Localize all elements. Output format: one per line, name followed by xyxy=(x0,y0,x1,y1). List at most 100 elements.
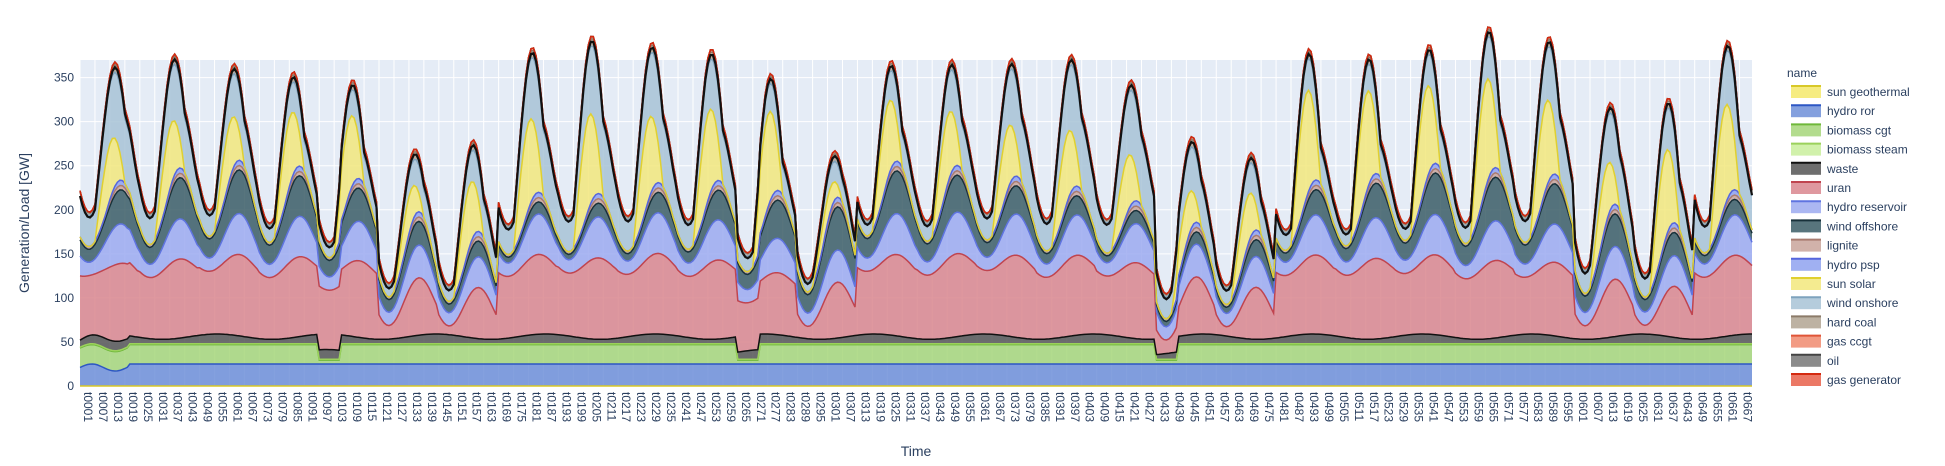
x-tick-label: t0061 xyxy=(231,392,245,422)
legend-title: name xyxy=(1787,66,1817,80)
legend-item-label[interactable]: lignite xyxy=(1827,239,1859,253)
legend-swatch xyxy=(1791,354,1821,367)
x-tick-label: t0583 xyxy=(1531,392,1545,422)
legend-item-label[interactable]: gas ccgt xyxy=(1827,335,1872,349)
y-tick-label: 250 xyxy=(54,159,74,173)
legend-swatch xyxy=(1791,374,1821,386)
legend-swatch xyxy=(1791,105,1821,118)
legend-item-label[interactable]: wind onshore xyxy=(1826,296,1899,310)
x-tick-label: t0571 xyxy=(1501,392,1515,422)
x-tick-label: t0409 xyxy=(1098,392,1112,422)
line-wind-offshore xyxy=(79,169,1753,323)
legend-swatch xyxy=(1791,239,1821,252)
x-tick-label: t0025 xyxy=(141,392,155,422)
x-tick-label: t0175 xyxy=(515,392,529,422)
x-tick-label: t0529 xyxy=(1397,392,1411,422)
y-tick-label: 350 xyxy=(54,71,74,85)
legend-swatch xyxy=(1791,335,1821,348)
legend-item-label[interactable]: sun solar xyxy=(1827,277,1876,291)
legend-swatch xyxy=(1791,316,1821,329)
x-tick-label: t0097 xyxy=(320,392,334,422)
y-tick-label: 100 xyxy=(54,291,74,305)
x-tick-label: t0019 xyxy=(126,392,140,422)
x-tick-label: t0433 xyxy=(1157,392,1171,422)
line-uran xyxy=(79,252,1753,341)
x-tick-label: t0649 xyxy=(1696,392,1710,422)
line-sun-solar xyxy=(79,77,1753,320)
legend-item-label[interactable]: hydro psp xyxy=(1827,258,1880,272)
x-tick-label: t0637 xyxy=(1666,392,1680,422)
x-tick-label: t0385 xyxy=(1038,392,1052,422)
legend-swatch xyxy=(1791,182,1821,194)
y-tick-label: 150 xyxy=(54,247,74,261)
legend: name sun geothermal hydro ror biomass cgt b… xyxy=(1787,66,1910,387)
x-tick-label: t0367 xyxy=(993,392,1007,422)
x-tick-label: t0475 xyxy=(1262,392,1276,422)
legend-item-label[interactable]: gas generator xyxy=(1827,373,1901,387)
legend-item-label[interactable]: wind offshore xyxy=(1826,219,1898,233)
x-tick-label: t0631 xyxy=(1651,392,1665,422)
x-tick-label: t0157 xyxy=(470,392,484,422)
x-tick-label: t0103 xyxy=(335,392,349,422)
legend-item-label[interactable]: waste xyxy=(1826,162,1859,176)
legend-swatch xyxy=(1791,162,1821,175)
x-tick-label: t0187 xyxy=(544,392,558,422)
x-tick-label: t0115 xyxy=(365,392,379,421)
x-tick-label: t0229 xyxy=(649,392,663,422)
x-tick-label: t0457 xyxy=(1217,392,1231,422)
legend-item-label[interactable]: hydro ror xyxy=(1827,104,1875,118)
x-tick-label: t0199 xyxy=(574,392,588,422)
x-tick-label: t0085 xyxy=(290,392,304,422)
legend-item-label[interactable]: sun geothermal xyxy=(1827,85,1910,99)
x-tick-label: t0217 xyxy=(619,392,633,422)
area-hydro-ror xyxy=(80,364,1752,386)
x-tick-label: t0481 xyxy=(1277,392,1291,422)
legend-swatch xyxy=(1791,278,1821,290)
x-tick-label: t0133 xyxy=(410,392,424,422)
x-tick-label: t0361 xyxy=(978,392,992,422)
x-tick-label: t0403 xyxy=(1083,392,1097,422)
x-tick-label: t0289 xyxy=(799,392,813,422)
x-tick-label: t0313 xyxy=(858,392,872,422)
x-tick-label: t0451 xyxy=(1202,392,1216,422)
legend-swatch xyxy=(1791,143,1821,156)
x-tick-label: t0505 xyxy=(1337,392,1351,422)
x-tick-label: t0043 xyxy=(186,392,200,422)
x-tick-label: t0001 xyxy=(81,392,95,422)
x-tick-label: t0589 xyxy=(1546,392,1560,422)
legend-item-label[interactable]: oil xyxy=(1827,354,1839,368)
area-sun-solar xyxy=(80,78,1752,319)
x-tick-label: t0247 xyxy=(694,392,708,422)
x-tick-label: t0151 xyxy=(455,392,469,422)
x-tick-label: t0271 xyxy=(754,392,768,422)
x-tick-label: t0343 xyxy=(933,392,947,422)
x-tick-label: t0493 xyxy=(1307,392,1321,422)
line-waste xyxy=(79,333,1752,356)
legend-item-label[interactable]: hard coal xyxy=(1827,315,1876,329)
x-tick-label: t0283 xyxy=(784,392,798,422)
x-tick-label: t0607 xyxy=(1591,392,1605,422)
x-tick-label: t0355 xyxy=(963,392,977,422)
x-tick-label: t0145 xyxy=(440,392,454,422)
legend-item-label[interactable]: biomass steam xyxy=(1827,143,1908,157)
line-biomass-cgt xyxy=(79,343,1752,361)
x-tick-label: t0277 xyxy=(769,392,783,422)
x-tick-label: t0421 xyxy=(1128,392,1142,422)
x-tick-label: t0667 xyxy=(1741,392,1755,422)
x-tick-label: t0445 xyxy=(1187,392,1201,422)
legend-item-label[interactable]: hydro reservoir xyxy=(1827,200,1907,214)
x-tick-label: t0337 xyxy=(918,392,932,422)
x-tick-label: t0379 xyxy=(1023,392,1037,422)
x-tick-label: t0163 xyxy=(485,392,499,422)
legend-item-label[interactable]: biomass cgt xyxy=(1827,123,1892,137)
x-tick-label: t0055 xyxy=(216,392,230,422)
x-tick-label: t0073 xyxy=(260,392,274,422)
x-tick-label: t0463 xyxy=(1232,392,1246,422)
x-tick-label: t0169 xyxy=(500,392,514,422)
legend-item-label[interactable]: uran xyxy=(1827,181,1851,195)
x-tick-label: t0331 xyxy=(903,392,917,422)
x-tick-label: t0601 xyxy=(1576,392,1590,422)
x-tick-label: t0241 xyxy=(679,392,693,422)
x-tick-label: t0181 xyxy=(530,392,544,422)
x-tick-label: t0265 xyxy=(739,392,753,422)
